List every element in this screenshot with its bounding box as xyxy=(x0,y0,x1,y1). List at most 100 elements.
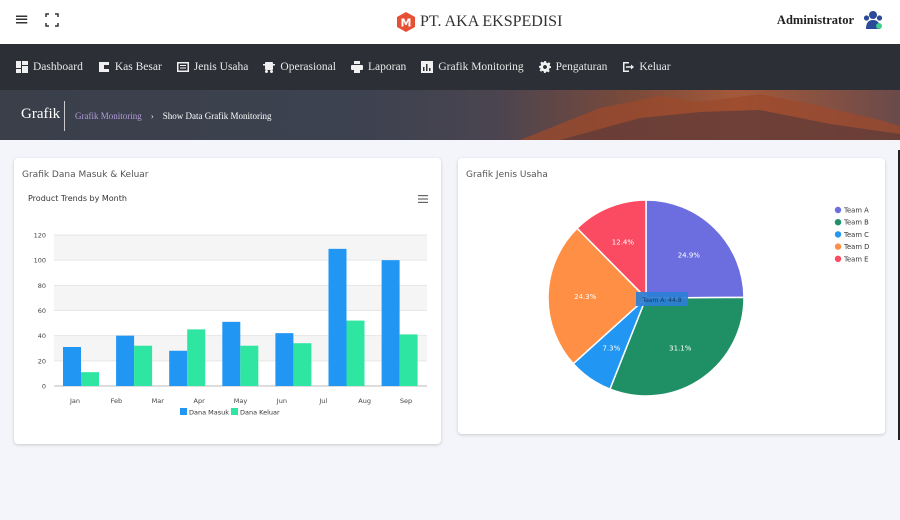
page-title: Grafik xyxy=(21,106,61,122)
legend-marker xyxy=(834,231,842,238)
legend-label: Team A xyxy=(843,207,869,215)
breadcrumb-current: Show Data Grafik Monitoring xyxy=(162,111,272,121)
legend-swatch xyxy=(180,408,187,415)
pie-slice xyxy=(608,296,745,397)
y-tick-label: 60 xyxy=(38,307,46,315)
bar xyxy=(399,334,418,386)
hamburger-menu-icon[interactable]: ≡ xyxy=(14,9,30,30)
nav-item-label: Dashboard xyxy=(33,61,83,73)
list-icon xyxy=(176,62,189,72)
gear-icon xyxy=(538,61,551,73)
slice-label: 24.9% xyxy=(678,251,701,259)
breadcrumb-link[interactable]: Grafik Monitoring xyxy=(75,111,142,121)
bar xyxy=(381,260,400,386)
nav-item-operasional[interactable]: Operasional xyxy=(263,61,336,73)
nav-item-label: Keluar xyxy=(639,61,671,73)
x-tick-label: Apr xyxy=(194,397,206,405)
x-tick-label: Jul xyxy=(318,397,327,405)
slice-label: 31.1% xyxy=(669,345,692,353)
nav-item-label: Jenis Usaha xyxy=(193,61,249,73)
brand[interactable]: M PT. AKA EKSPEDISI xyxy=(396,9,562,35)
nav-item-dashboard[interactable]: Dashboard xyxy=(16,61,83,73)
tooltip-box xyxy=(636,292,688,306)
grid-band xyxy=(54,285,427,311)
y-tick-label: 20 xyxy=(38,357,46,365)
bar xyxy=(63,346,81,386)
legend-marker xyxy=(834,243,842,250)
x-tick-label: Jan xyxy=(69,397,80,405)
slice-label: 24.3% xyxy=(574,293,597,301)
nav-item-pengaturan[interactable]: Pengaturan xyxy=(538,61,608,73)
logout-icon xyxy=(623,62,635,72)
y-tick-label: 40 xyxy=(38,332,46,340)
bar xyxy=(81,372,99,386)
mountain-background-image xyxy=(520,94,900,140)
top-bar: ≡ M PT. AKA EKSPEDISI Administrator xyxy=(0,0,900,44)
tooltip-text: Team A: 44.8 xyxy=(641,297,681,304)
x-tick-label: Jun xyxy=(276,397,287,405)
pie-chart: 24.9% 31.1% 7.3% 24.3% 12.4% Team A: 44.8 Team… xyxy=(547,199,869,397)
nav-item-laporan[interactable]: Laporan xyxy=(350,61,407,73)
printer-icon xyxy=(350,61,363,73)
nav-item-label: Pengaturan xyxy=(555,61,608,73)
nav-item-jenis-usaha[interactable]: Jenis Usaha xyxy=(176,61,249,73)
legend-marker xyxy=(834,219,842,226)
slice-label: 7.3% xyxy=(602,344,620,352)
legend-label: Team C xyxy=(843,231,869,239)
x-tick-label: Aug xyxy=(358,397,371,405)
bar-chart: 0 20 40 60 80 100 120 Jan Feb Mar Apr May Jun Jul Aug S… xyxy=(34,232,427,417)
pie-slice xyxy=(645,199,745,299)
grid-band xyxy=(54,235,427,261)
fullscreen-icon[interactable] xyxy=(44,12,60,28)
breadcrumb-separator: › xyxy=(150,111,154,121)
bar xyxy=(275,333,294,386)
pie-chart-card: Grafik Jenis Usaha 24.9% 31.1% 7.3% 24.3% 12… xyxy=(458,158,885,434)
chart-title: Product Trends by Month xyxy=(28,194,127,203)
user-name: Administrator xyxy=(776,12,854,27)
nav-item-label: Grafik Monitoring xyxy=(438,61,524,73)
chart-icon xyxy=(421,61,434,73)
scrollbar[interactable] xyxy=(898,150,900,440)
x-tick-label: Feb xyxy=(111,397,123,405)
nav-item-keluar[interactable]: Keluar xyxy=(622,61,671,73)
card-title: Grafik Jenis Usaha xyxy=(466,170,548,180)
bar xyxy=(293,343,312,386)
x-tick-label: May xyxy=(234,397,248,405)
nav-item-label: Kas Besar xyxy=(114,61,162,73)
legend-marker xyxy=(834,255,842,262)
pie-slice xyxy=(547,227,648,365)
bar xyxy=(187,329,206,386)
bar-chart-card: Grafik Dana Masuk & Keluar Product Trend… xyxy=(14,158,441,444)
bar xyxy=(240,345,259,386)
nav-item-kas-besar[interactable]: Kas Besar xyxy=(98,61,162,73)
pie-slice xyxy=(576,199,647,300)
legend-label: Team B xyxy=(843,219,869,227)
user-menu[interactable]: Administrator xyxy=(777,9,884,31)
bar xyxy=(169,350,188,386)
bar xyxy=(346,320,365,386)
y-tick-label: 80 xyxy=(38,282,46,290)
y-tick-label: 0 xyxy=(42,383,46,391)
x-tick-label: Sep xyxy=(400,397,412,405)
card-title: Grafik Dana Masuk & Keluar xyxy=(22,170,149,180)
y-tick-label: 120 xyxy=(34,232,46,240)
bar xyxy=(134,345,153,386)
slice-label: 12.4% xyxy=(612,238,635,246)
nav-item-label: Laporan xyxy=(367,61,407,73)
bar xyxy=(328,248,347,386)
dashboard-icon xyxy=(16,61,28,73)
divider xyxy=(64,101,65,131)
chart-menu-icon[interactable] xyxy=(418,195,428,203)
legend-label: Team E xyxy=(843,255,868,263)
legend-label: Team D xyxy=(843,243,869,251)
truck-icon xyxy=(263,62,276,73)
nav-item-label: Operasional xyxy=(280,61,336,73)
nav-item-grafik-monitoring[interactable]: Grafik Monitoring xyxy=(421,61,524,73)
x-tick-label: Mar xyxy=(152,397,165,405)
user-group-icon xyxy=(863,11,883,29)
main-nav: Dashboard Kas Besar Jenis Usaha Operasio… xyxy=(0,44,900,90)
bar xyxy=(116,335,135,386)
legend-swatch xyxy=(231,408,238,415)
legend-label: Dana Keluar xyxy=(240,409,280,417)
y-tick-label: 100 xyxy=(34,257,46,265)
